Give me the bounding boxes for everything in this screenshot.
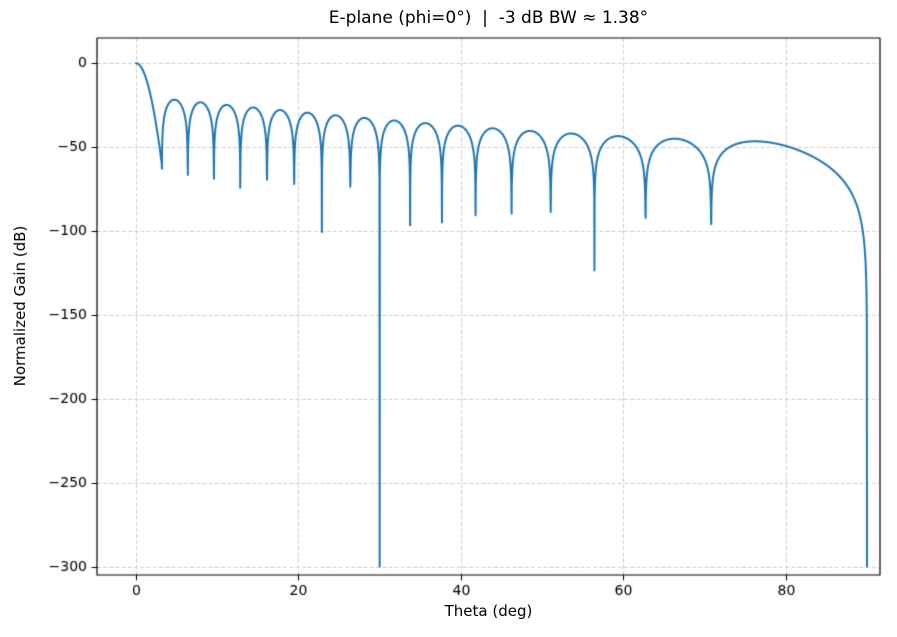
chart-title: E-plane (phi=0°) | -3 dB BW ≈ 1.38°: [328, 8, 649, 28]
x-axis-label: Theta (deg): [444, 602, 533, 620]
y-axis-label: Normalized Gain (dB): [11, 225, 29, 387]
